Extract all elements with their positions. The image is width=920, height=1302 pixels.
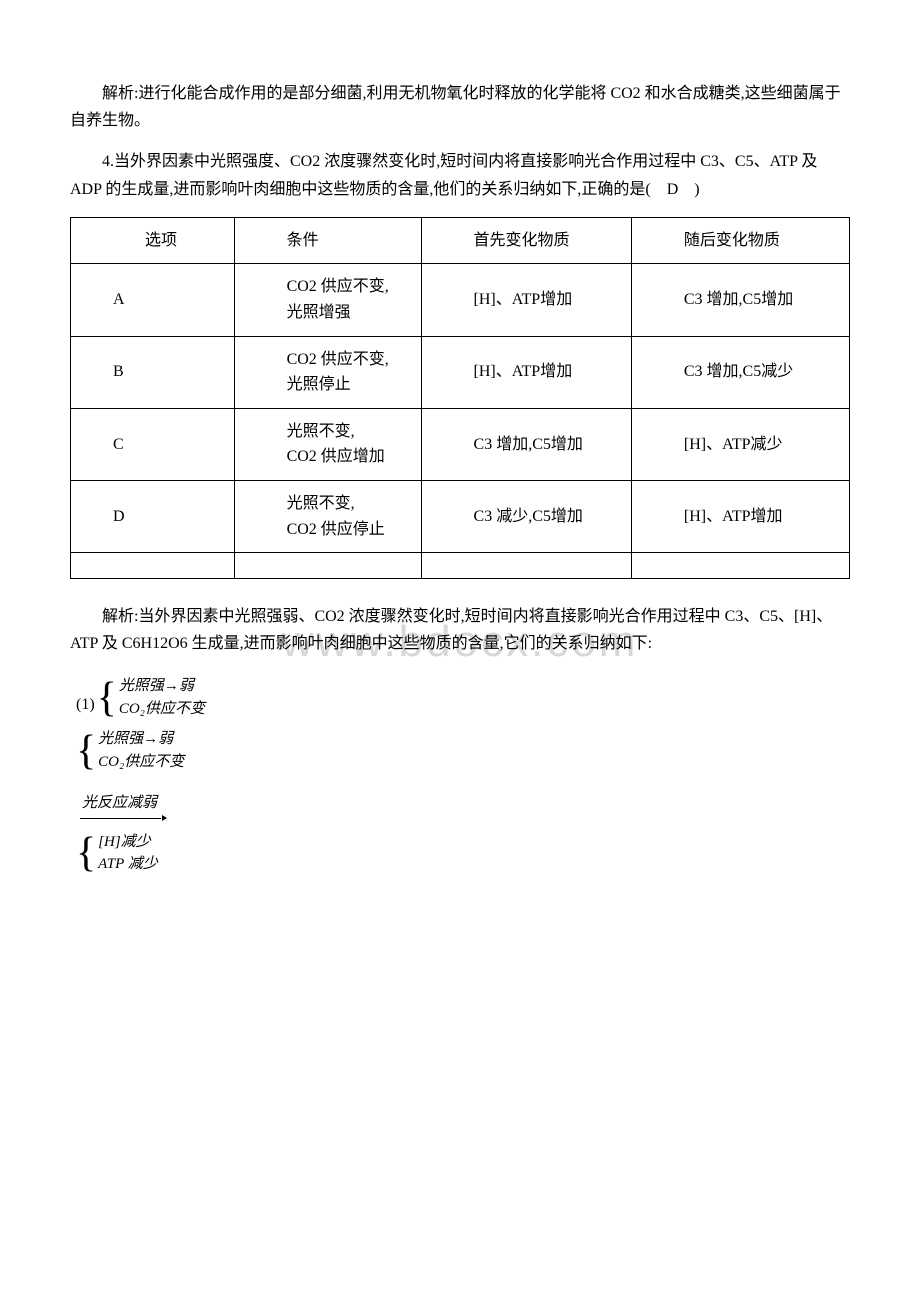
cell-condition-line: CO2 供应不变,: [255, 274, 415, 300]
cell-after: [H]、ATP增加: [652, 504, 843, 530]
brace-line: CO₂供应不变: [98, 751, 184, 774]
paragraph-explain-1: 解析:进行化能合成作用的是部分细菌,利用无机物氧化时释放的化学能将 CO2 和水…: [70, 80, 850, 134]
brace-line: ATP 减少: [98, 853, 158, 876]
document-content: 解析:进行化能合成作用的是部分细菌,利用无机物氧化时释放的化学能将 CO2 和水…: [70, 80, 850, 876]
left-brace-icon: {: [76, 831, 96, 876]
table-row: C 光照不变, CO2 供应增加 C3 增加,C5增加 [H]、ATP减少: [71, 408, 850, 480]
cell-first: C3 减少,C5增加: [442, 504, 625, 530]
cell-option: A: [113, 291, 125, 308]
cell-first: [H]、ATP增加: [442, 287, 625, 313]
table-empty-row: [71, 553, 850, 579]
brace-line: 光照强→弱: [119, 675, 205, 698]
cell-after: C3 增加,C5减少: [652, 359, 843, 385]
header-option: 选项: [113, 228, 228, 254]
cell-condition-line: CO2 供应不变,: [255, 347, 415, 373]
cell-condition-line: 光照停止: [255, 372, 415, 398]
cell-after: [H]、ATP减少: [652, 432, 843, 458]
cell-option: D: [113, 508, 125, 525]
header-condition: 条件: [255, 228, 415, 254]
reaction-arrow-label: 光反应减弱: [80, 791, 161, 819]
left-brace-icon: {: [97, 675, 117, 720]
cell-first: C3 增加,C5增加: [442, 432, 625, 458]
cell-condition-line: 光照不变,: [255, 419, 415, 445]
options-table: 选项 条件 首先变化物质 随后变化物质 A CO2 供应不变, 光照增强 [H]…: [70, 217, 850, 579]
left-brace-icon: {: [76, 728, 96, 773]
cell-first: [H]、ATP增加: [442, 359, 625, 385]
header-first-change: 首先变化物质: [442, 228, 625, 254]
paragraph-explain-2: 解析:当外界因素中光照强弱、CO2 浓度骤然变化时,短时间内将直接影响光合作用过…: [70, 603, 850, 657]
formula-block: (1) { 光照强→弱 CO₂供应不变 { 光照强→弱 CO₂供应不变 光反应减…: [76, 675, 850, 876]
table-row: D 光照不变, CO2 供应停止 C3 减少,C5增加 [H]、ATP增加: [71, 480, 850, 552]
cell-option: C: [113, 436, 124, 453]
cell-condition-line: 光照不变,: [255, 491, 415, 517]
cell-condition-line: CO2 供应停止: [255, 517, 415, 543]
brace-line: 光照强→弱: [98, 728, 184, 751]
formula-prefix: (1): [76, 675, 95, 720]
paragraph-question-4: 4.当外界因素中光照强度、CO2 浓度骤然变化时,短时间内将直接影响光合作用过程…: [70, 148, 850, 202]
brace-group-1: (1) { 光照强→弱 CO₂供应不变: [76, 675, 850, 720]
brace-group-2: { 光照强→弱 CO₂供应不变: [76, 728, 850, 773]
brace-line: CO₂供应不变: [119, 698, 205, 721]
cell-after: C3 增加,C5增加: [652, 287, 843, 313]
brace-line: [H]减少: [98, 831, 158, 854]
header-after-change: 随后变化物质: [652, 228, 843, 254]
cell-condition-line: CO2 供应增加: [255, 444, 415, 470]
table-row: A CO2 供应不变, 光照增强 [H]、ATP增加 C3 增加,C5增加: [71, 264, 850, 336]
table-header-row: 选项 条件 首先变化物质 随后变化物质: [71, 217, 850, 264]
brace-group-3: { [H]减少 ATP 减少: [76, 831, 850, 876]
cell-condition-line: 光照增强: [255, 300, 415, 326]
table-row: B CO2 供应不变, 光照停止 [H]、ATP增加 C3 增加,C5减少: [71, 336, 850, 408]
cell-option: B: [113, 363, 124, 380]
